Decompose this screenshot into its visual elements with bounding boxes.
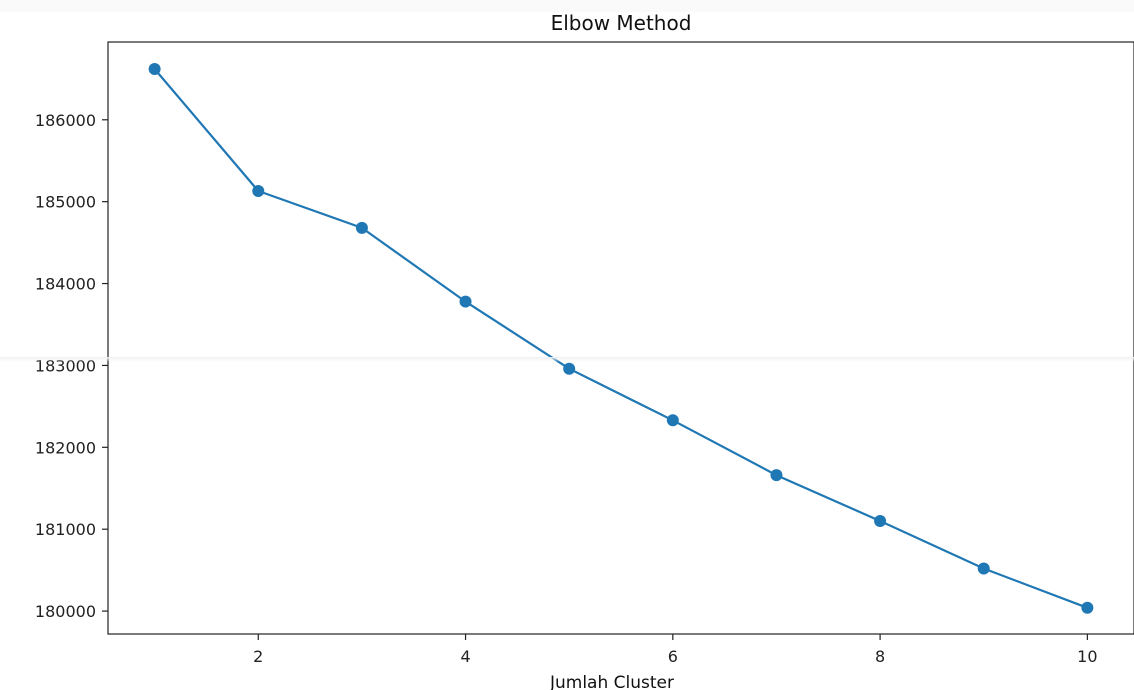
data-point [459,295,472,308]
y-tick-label: 182000 [35,438,96,457]
data-point [770,469,783,482]
chart-marks: 1800001810001820001830001840001850001860… [35,63,1098,666]
x-tick-label: 2 [253,647,263,666]
data-point [874,515,887,528]
data-point [148,63,161,76]
screenshot-seam [0,357,1134,362]
data-point [563,362,576,375]
y-tick-label: 185000 [35,193,96,212]
chart-title: Elbow Method [551,11,692,35]
plot-area [107,41,1134,635]
data-point [1081,601,1094,614]
y-tick-label: 181000 [35,520,96,539]
x-tick-label: 6 [668,647,678,666]
series-line [153,68,1088,609]
data-point [666,414,679,427]
data-point [977,562,990,575]
data-point [252,185,265,198]
data-point [355,221,368,234]
x-tick-label: 4 [460,647,470,666]
y-tick-label: 186000 [35,111,96,130]
x-tick-label: 10 [1077,647,1097,666]
top-band [0,0,1134,12]
y-tick-label: 180000 [35,602,96,621]
y-tick-label: 184000 [35,275,96,294]
x-tick-label: 8 [875,647,885,666]
x-axis-label: Jumlah Cluster [549,673,674,690]
